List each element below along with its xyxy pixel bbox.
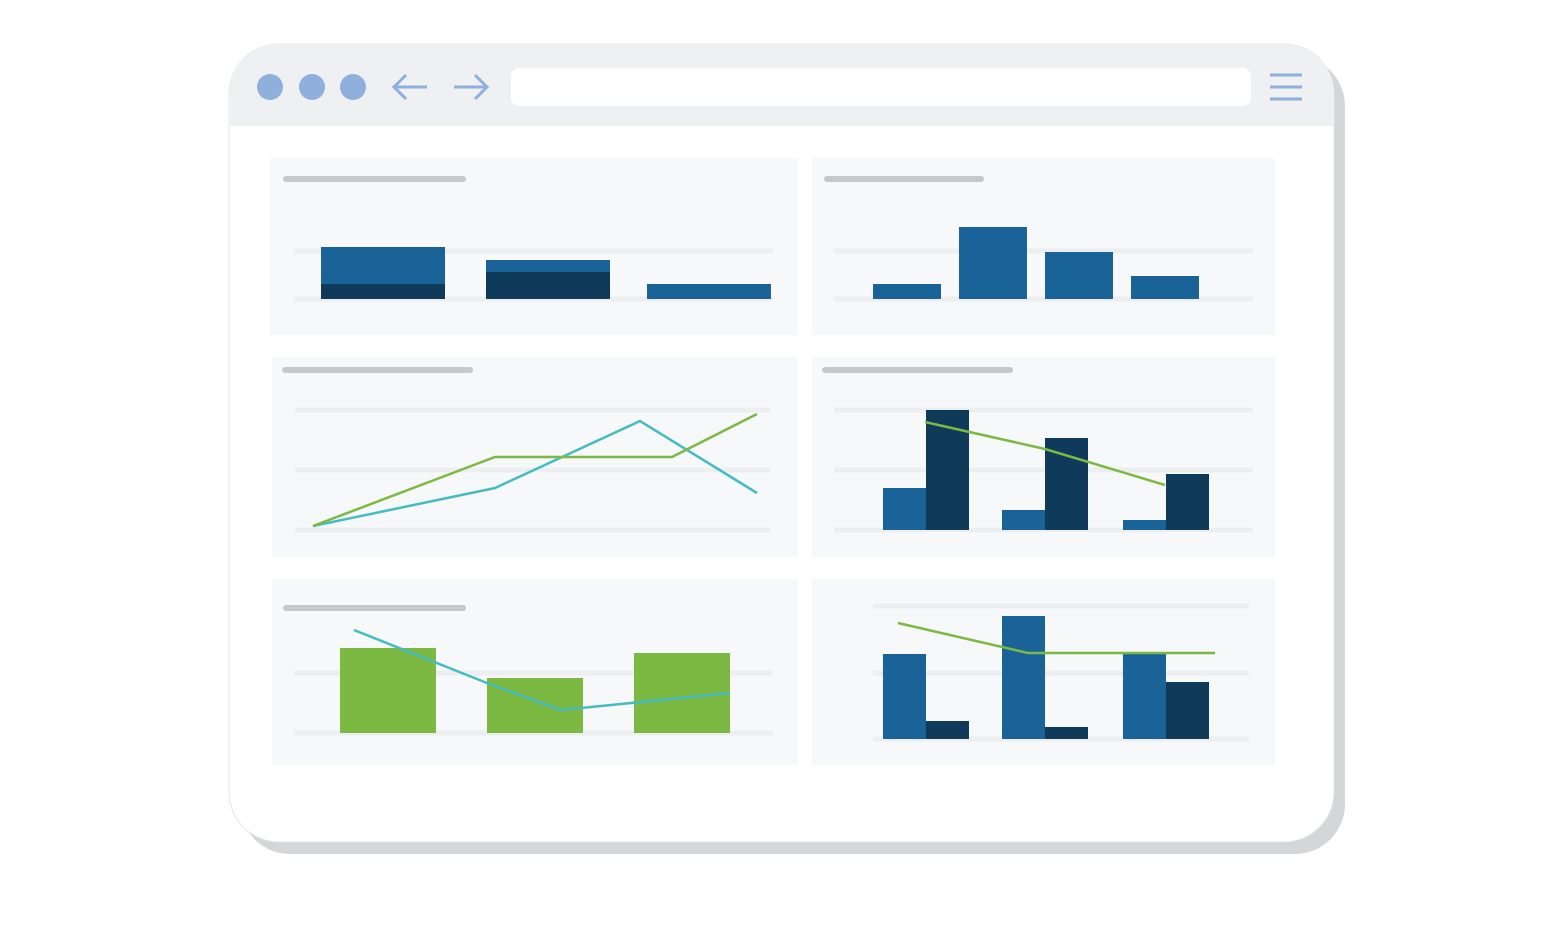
menu-icon[interactable] <box>1270 73 1302 101</box>
title-placeholders <box>282 176 1013 611</box>
line-series <box>312 419 758 528</box>
bar <box>487 678 583 733</box>
bar <box>1045 727 1088 739</box>
panel <box>270 158 798 335</box>
bar <box>926 721 969 739</box>
line-series <box>924 420 1166 487</box>
bar <box>873 284 941 299</box>
address-bar[interactable] <box>511 68 1251 106</box>
bar-segment <box>321 247 445 284</box>
window-dot <box>257 74 283 100</box>
bar <box>1166 474 1209 530</box>
bar <box>1166 682 1209 739</box>
window-dot <box>340 74 366 100</box>
bar <box>1002 510 1045 530</box>
bar-segment <box>486 272 610 299</box>
panel <box>812 158 1275 335</box>
window-dot <box>299 74 325 100</box>
bar <box>883 488 926 530</box>
back-arrow[interactable] <box>391 73 427 101</box>
bar <box>1123 520 1166 530</box>
bar <box>959 227 1027 299</box>
bar <box>1045 252 1113 299</box>
line-series <box>897 621 1215 655</box>
bar <box>1045 438 1088 530</box>
bar-segment <box>321 284 445 299</box>
forward-arrow[interactable] <box>454 73 490 101</box>
bar <box>340 648 436 733</box>
line-series <box>312 412 758 528</box>
bar <box>1131 276 1199 299</box>
bar <box>1002 616 1045 739</box>
bar <box>1123 654 1166 739</box>
bar-segment <box>647 284 771 299</box>
bar <box>883 654 926 739</box>
bar <box>634 653 730 733</box>
line-series <box>353 628 731 712</box>
bar-segment <box>486 260 610 272</box>
